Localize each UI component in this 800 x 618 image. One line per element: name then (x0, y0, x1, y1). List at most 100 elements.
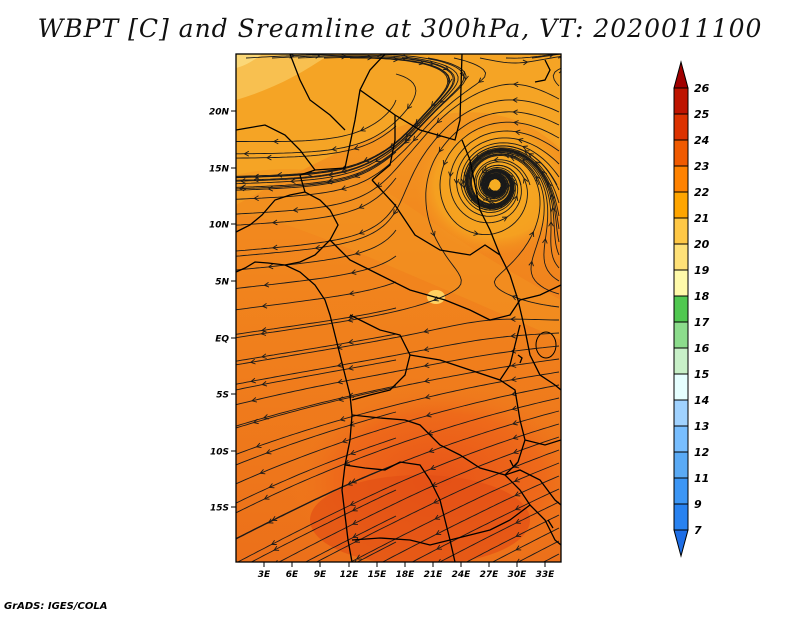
streamline-arrow (253, 173, 260, 180)
streamline (236, 57, 487, 200)
streamline-arrow (510, 156, 516, 162)
streamline (381, 475, 560, 562)
streamline (250, 489, 397, 562)
streamline (236, 385, 397, 427)
streamline-arrow (423, 328, 430, 334)
streamline-arrow (512, 448, 519, 455)
streamline (411, 488, 560, 562)
streamline-arrow (523, 177, 529, 184)
streamline-arrow (255, 442, 262, 449)
streamline (236, 229, 397, 271)
streamline-arrow (341, 54, 347, 60)
streamline-arrow (507, 173, 514, 180)
lon-label: 3E (258, 570, 271, 580)
colorbar-box (673, 295, 689, 323)
streamline-arrow (430, 101, 437, 107)
streamline-arrow (423, 362, 430, 369)
colorbar-label: 17 (694, 316, 710, 329)
streamline-arrow (339, 416, 346, 422)
streamline-arrow (263, 282, 270, 288)
streamline (479, 55, 561, 64)
streamline-arrow (271, 515, 278, 521)
lon-label: 33E (536, 570, 556, 580)
streamline-arrow (427, 430, 433, 436)
streamline (491, 527, 560, 562)
streamline-arrow (276, 172, 283, 178)
colorbar-label: 13 (694, 420, 710, 433)
streamline-arrow (431, 481, 438, 487)
streamline-arrow (261, 381, 268, 387)
streamline-arrow (267, 185, 274, 192)
streamline (236, 411, 397, 466)
streamline-arrow (347, 339, 354, 345)
streamline-arrow (435, 530, 442, 536)
lat-label: 5S (216, 391, 229, 401)
streamline-arrow (510, 376, 517, 382)
streamline-arrow (265, 449, 272, 455)
streamline-arrow (542, 237, 548, 244)
streamline-arrow (352, 533, 359, 539)
streamline-arrow (429, 464, 436, 471)
lon-label: 27E (480, 570, 500, 580)
streamline-arrow (515, 545, 522, 551)
streamline-arrow (483, 165, 490, 172)
colorbar-label: 21 (694, 212, 709, 225)
streamline-arrow (350, 269, 357, 275)
streamline (236, 57, 456, 182)
streamline-arrow (484, 182, 490, 189)
streamline (236, 125, 397, 159)
streamline (236, 437, 397, 504)
streamline-arrow (393, 209, 399, 216)
country-borders (236, 54, 561, 562)
streamline (236, 255, 397, 289)
streamline-arrow (495, 173, 501, 180)
streamline-arrow (436, 544, 443, 550)
streamline-arrow (510, 333, 516, 339)
streamline-arrow (348, 290, 355, 296)
streamline-arrow (423, 377, 430, 384)
streamline-arrow (261, 303, 268, 309)
streamline-arrow (516, 558, 520, 562)
streamline-arrow (529, 231, 535, 238)
streamline-arrow (341, 437, 348, 444)
streamline-arrow (511, 405, 518, 411)
streamline-arrow (503, 152, 510, 159)
streamline (505, 54, 559, 59)
streamline-arrow (473, 230, 480, 236)
map-frame (235, 53, 562, 563)
streamline-arrow (512, 434, 519, 440)
streamline (236, 318, 559, 366)
lon-label: 30E (508, 570, 528, 580)
streamline-arrow (367, 54, 373, 61)
streamline-arrow (327, 171, 334, 178)
streamline-arrow (501, 216, 508, 222)
streamline-arrow (259, 469, 266, 475)
grads-credit: GrADS: IGES/COLA (4, 601, 108, 612)
streamline-arrow (251, 397, 258, 403)
colorbar-box (673, 113, 689, 141)
streamline (236, 463, 397, 539)
colorbar-box (673, 399, 689, 427)
colorbar-label: 20 (694, 238, 710, 251)
streamline-arrow (448, 171, 454, 178)
colorbar-box (673, 243, 689, 271)
streamline (236, 83, 560, 215)
streamline-arrow (510, 316, 516, 322)
streamline-arrow (425, 412, 432, 418)
streamline (304, 515, 397, 562)
streamline-arrow (515, 532, 522, 538)
colorbar-label: 16 (694, 342, 710, 355)
streamline (236, 345, 560, 406)
colorbar-box (673, 269, 689, 297)
streamline (278, 436, 560, 562)
streamline-arrow (470, 196, 477, 203)
streamline-arrow (250, 377, 256, 384)
streamline-arrow (292, 207, 299, 213)
lat-label: 15S (210, 504, 229, 514)
colorbar-box (673, 139, 689, 167)
streamline-arrow (376, 182, 383, 188)
streamline-arrow (511, 420, 518, 426)
streamline-arrow (453, 178, 460, 185)
streamline-arrow (428, 447, 435, 453)
streamline (552, 67, 561, 87)
